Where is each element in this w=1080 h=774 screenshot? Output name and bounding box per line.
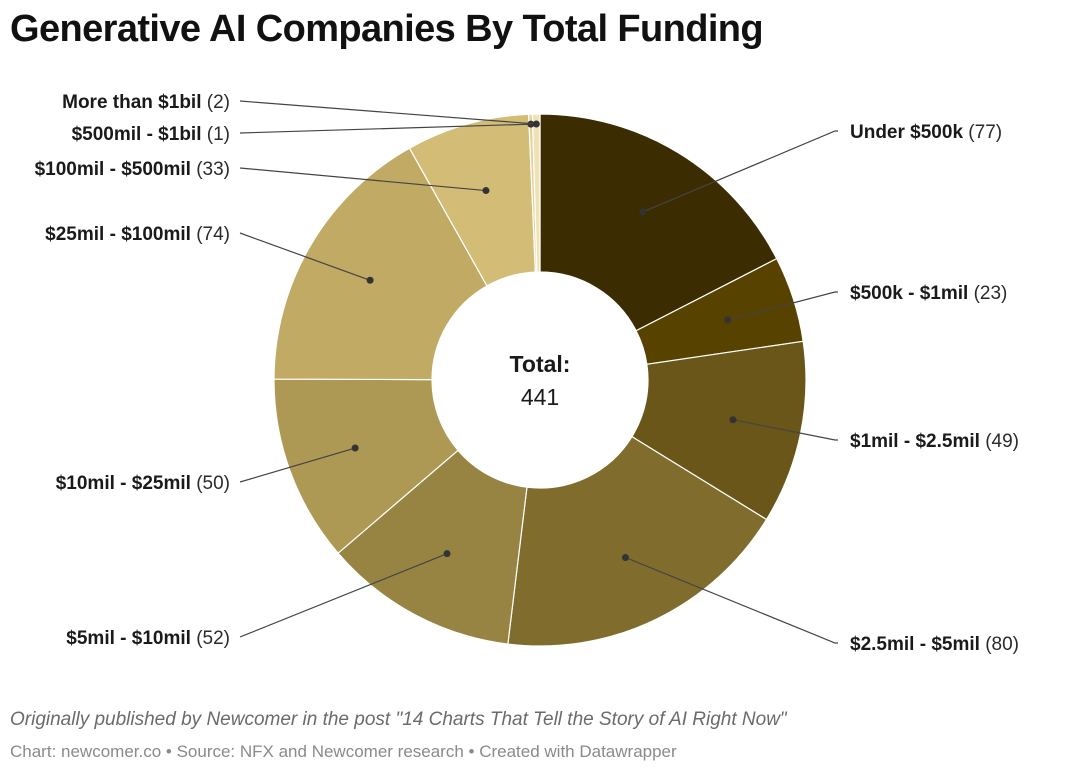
slice-label-8: $500mil - $1bil (1) — [72, 124, 230, 145]
leader-line-0 — [642, 130, 838, 213]
leader-line-2 — [732, 419, 838, 441]
slice-label-4: $5mil - $10mil (52) — [66, 628, 230, 649]
leader-line-1 — [727, 291, 838, 321]
slice-3 — [507, 435, 768, 647]
center-total-label: Total: — [510, 351, 571, 377]
donut-chart: Under $500k (77) $500k - $1mil (23) $1mil … — [35, 92, 1019, 655]
donut-slices — [273, 113, 807, 647]
slice-4 — [337, 449, 528, 645]
center-total-value: 441 — [521, 384, 559, 410]
slice-label-0: Under $500k (77) — [850, 122, 1002, 143]
slice-label-2: $1mil - $2.5mil (49) — [850, 431, 1019, 452]
leader-line-8 — [239, 123, 531, 134]
slice-0 — [539, 113, 778, 332]
leader-dot-5 — [351, 444, 359, 452]
slice-label-7: $100mil - $500mil (33) — [35, 159, 230, 180]
slice-6 — [273, 147, 488, 381]
leader-dot-0 — [639, 208, 647, 216]
leader-dot-7 — [482, 187, 490, 195]
slice-2 — [631, 340, 807, 521]
leader-line-7 — [239, 167, 487, 192]
slice-label-3: $2.5mil - $5mil (80) — [850, 634, 1019, 655]
slice-label-6: $25mil - $100mil (74) — [45, 224, 230, 245]
leader-dot-1 — [724, 316, 732, 324]
leader-dot-3 — [621, 553, 629, 561]
slice-9 — [531, 113, 541, 273]
chart-title: Generative AI Companies By Total Funding — [10, 8, 764, 50]
slice-labels: Under $500k (77) $500k - $1mil (23) $1mil … — [35, 92, 1019, 655]
leader-dot-6 — [366, 276, 374, 284]
leader-line-6 — [239, 232, 371, 281]
leader-line-3 — [625, 556, 838, 644]
leader-line-9 — [239, 100, 537, 125]
footer-note: Originally published by Newcomer in the … — [10, 709, 787, 730]
slice-label-5: $10mil - $25mil (50) — [56, 473, 230, 494]
leader-line-4 — [239, 553, 448, 638]
leader-line-5 — [239, 447, 356, 483]
leader-dot-2 — [729, 416, 737, 424]
slice-label-9: More than $1bil (2) — [62, 92, 230, 113]
leader-dot-4 — [443, 550, 451, 558]
leader-lines — [239, 100, 838, 644]
leader-dot-9 — [532, 120, 540, 128]
slice-label-1: $500k - $1mil (23) — [850, 283, 1007, 304]
footer-credits: Chart: newcomer.co • Source: NFX and New… — [10, 742, 677, 761]
slice-5 — [273, 378, 459, 554]
